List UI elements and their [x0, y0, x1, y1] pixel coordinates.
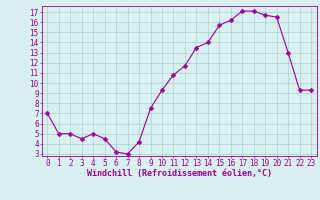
X-axis label: Windchill (Refroidissement éolien,°C): Windchill (Refroidissement éolien,°C)	[87, 169, 272, 178]
